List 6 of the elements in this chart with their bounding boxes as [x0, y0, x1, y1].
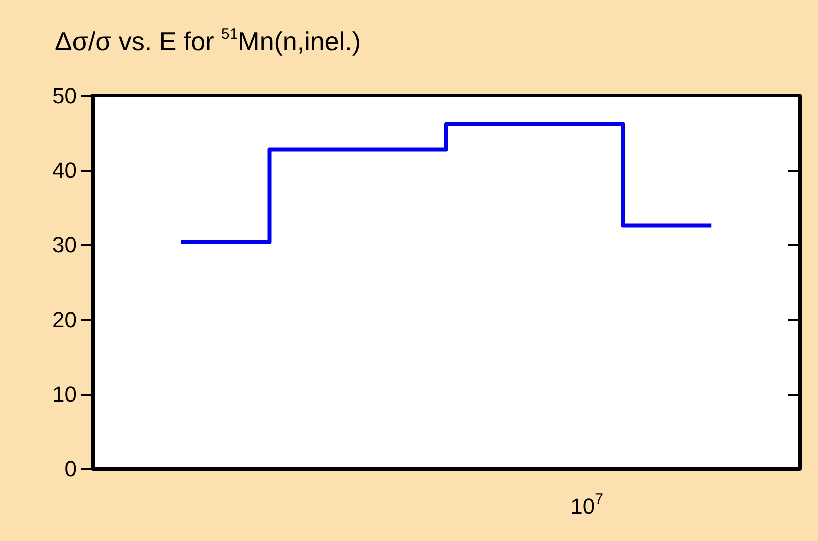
y-tick-label: 40 [52, 158, 77, 184]
y-tick-label: 0 [64, 456, 77, 482]
y-tick-label: 10 [52, 382, 77, 407]
y-tick-label: 20 [52, 307, 77, 332]
y-tick-label: 50 [52, 84, 77, 108]
y-tick-label: 30 [52, 232, 77, 258]
